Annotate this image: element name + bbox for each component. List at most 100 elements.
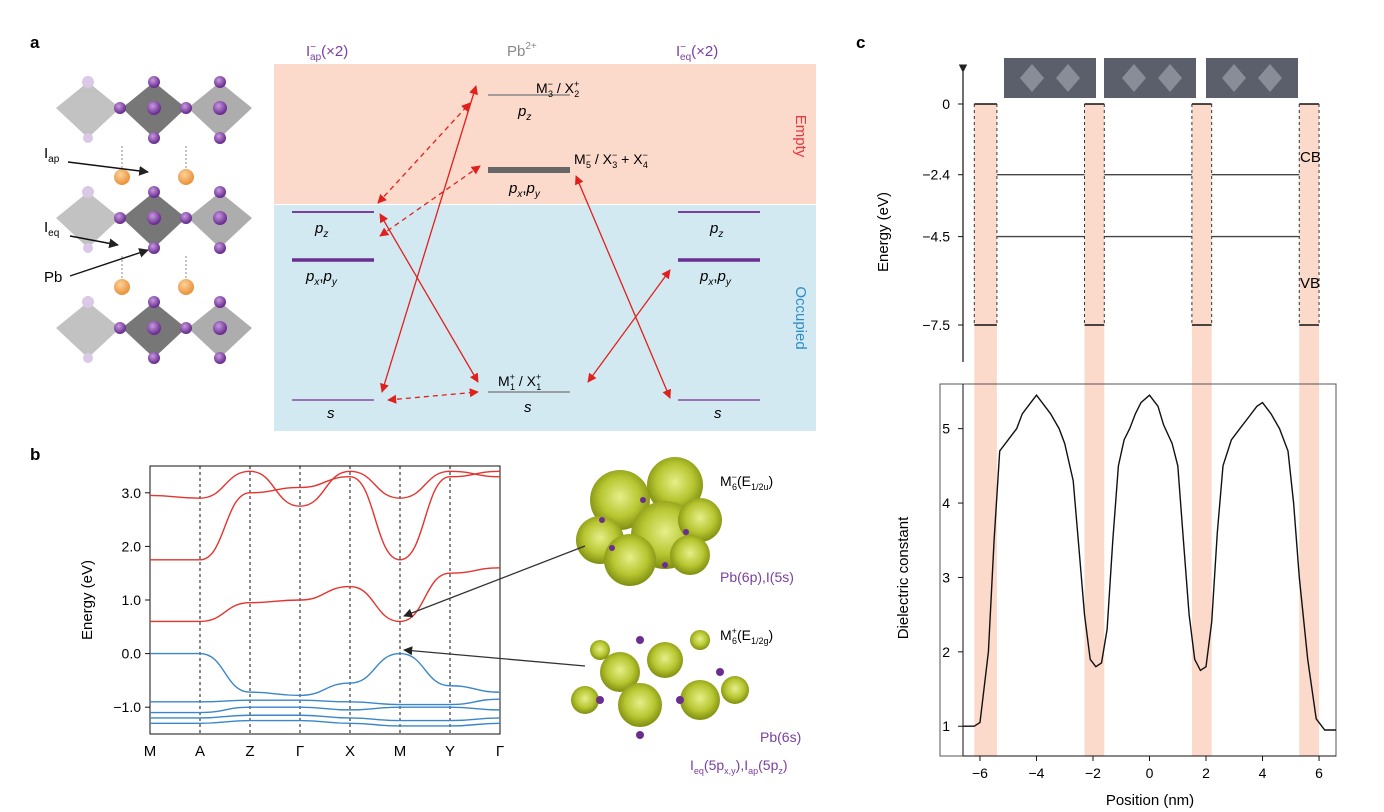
dielectric-plot-frame <box>939 383 1337 757</box>
dielectric-curve <box>963 394 1336 731</box>
band-ytick-label: 3.0 <box>122 485 142 501</box>
arrow-pb <box>69 248 149 277</box>
right-s-label: s <box>714 405 722 422</box>
band-ytick-label: −1.0 <box>113 699 141 715</box>
arrow-pz-bottom <box>379 213 479 383</box>
header-i-eq: I− eq(×2) <box>676 42 718 63</box>
energy-ytick-label: −2.4 <box>922 167 950 183</box>
cb-pointer-arrow <box>403 545 586 618</box>
dielectric-ylabel: Dielectric constant <box>895 516 912 639</box>
arrow-i-eq <box>69 235 119 249</box>
occupied-region <box>274 205 816 431</box>
center-levels: M− 3 / X+ 2 pz M− 5 / X− 3 + X− 4 px,py M+ 1 /… <box>488 79 648 416</box>
band-ytick-label: 1.0 <box>122 592 142 608</box>
kpoint-label: M <box>144 743 157 760</box>
band-structure-lines <box>149 470 501 727</box>
barrier-band <box>1084 104 1105 756</box>
valence-band-line <box>150 698 501 706</box>
vb-orbital-label-2: Ieq(5px,y),Iap(5pz) <box>690 757 788 776</box>
vb-state-label: M+ 6(E1/2g) <box>720 626 773 646</box>
empty-region <box>274 64 816 204</box>
dielectric-ytick-label: 1 <box>942 718 950 734</box>
dielectric-ytick-label: 2 <box>942 644 950 660</box>
left-s-label: s <box>327 405 335 422</box>
conduction-band-line <box>149 470 501 561</box>
dielectric-xtick-label: −6 <box>972 765 988 781</box>
band-plot-frame <box>149 465 501 735</box>
label-i-ap: Iap <box>44 145 60 165</box>
valence-band-line <box>150 719 501 727</box>
structure-labels: Iap Ieq Pb <box>44 145 149 286</box>
header-pb: Pb2+ <box>507 41 537 60</box>
cb-orbital-label: Pb(6p),I(5s) <box>720 569 794 585</box>
label-pb: Pb <box>44 269 62 286</box>
left-levels: pz px,py s <box>292 211 374 422</box>
kpoint-label: Y <box>445 743 455 760</box>
energy-ytick-label: −7.5 <box>922 317 950 333</box>
center-top-state: M− 3 / X+ 2 <box>536 79 579 99</box>
arrow-i-ap <box>67 161 149 176</box>
barrier-regions <box>974 104 1320 756</box>
energy-yticks: 0 −2.4 −4.5 −7.5 <box>922 96 963 333</box>
conduction-band-line <box>150 567 501 623</box>
dielectric-yticks: 1 2 3 4 5 <box>942 421 963 734</box>
left-pz-label: pz <box>314 220 328 240</box>
vb-pointer-arrow <box>403 646 586 667</box>
band-ylabel: Energy (eV) <box>79 560 96 640</box>
kpoint-label: Γ <box>296 743 304 760</box>
dielectric-xticks: −6 −4 −2 0 2 4 6 <box>972 756 1323 781</box>
panel-c-letter: c <box>856 33 865 52</box>
dielectric-xtick-label: 4 <box>1259 765 1267 781</box>
conduction-band-line <box>149 470 501 507</box>
label-i-eq: Ieq <box>44 219 59 239</box>
vb-orbital-label-1: Pb(6s) <box>760 729 801 745</box>
panel-a-letter: a <box>30 33 40 52</box>
occupied-label: Occupied <box>792 286 809 349</box>
dielectric-xtick-label: −2 <box>1085 765 1101 781</box>
band-yticks: 3.0 2.0 1.0 0.0 −1.0 <box>113 485 150 715</box>
barrier-band <box>1191 104 1212 756</box>
band-alignment-lines <box>973 103 1320 326</box>
arrow-s-s-dashed <box>387 388 479 404</box>
vb-label: VB <box>1300 275 1320 292</box>
energy-ytick-label: 0 <box>942 96 950 112</box>
dielectric-ytick-label: 3 <box>942 569 950 585</box>
cb-state-label: M− 6(E1/2u) <box>720 472 773 492</box>
kpoint-label: M <box>394 743 407 760</box>
kpoint-label: A <box>195 743 205 760</box>
center-mid-orbital: px,py <box>508 180 541 200</box>
center-bottom-orbital: s <box>524 399 532 416</box>
kpoint-label: Z <box>245 743 254 760</box>
right-pz-label: pz <box>709 220 723 240</box>
valence-band-line <box>150 652 501 697</box>
mo-arrows <box>377 85 671 404</box>
panel-b-letter: b <box>30 445 40 464</box>
valence-band-line <box>150 706 501 714</box>
layer-structure-image <box>1004 58 1298 98</box>
dielectric-xtick-label: −4 <box>1028 765 1044 781</box>
barrier-band <box>974 104 997 756</box>
valence-band-line <box>150 714 501 722</box>
band-ytick-label: 0.0 <box>122 646 142 662</box>
barrier-band <box>1299 104 1320 756</box>
band-kpoint-lines <box>199 466 451 734</box>
dielectric-xtick-label: 0 <box>1146 765 1154 781</box>
kpoint-label: Γ <box>496 743 504 760</box>
dielectric-ytick-label: 5 <box>942 421 950 437</box>
crystal-structure-illustration <box>56 76 252 364</box>
dielectric-xtick-label: 2 <box>1202 765 1210 781</box>
dielectric-xtick-label: 6 <box>1315 765 1323 781</box>
left-pxpy-label: px,py <box>305 268 338 288</box>
energy-ylabel: Energy (eV) <box>875 192 892 272</box>
empty-label: Empty <box>792 115 809 158</box>
energy-ytick-label: −4.5 <box>922 229 950 245</box>
band-ytick-label: 2.0 <box>122 538 142 554</box>
vb-orbital-density-image <box>571 630 749 739</box>
kpoint-label: X <box>345 743 355 760</box>
center-mid-state: M− 5 / X− 3 + X− 4 <box>574 150 648 170</box>
right-levels: pz px,py s <box>678 211 760 422</box>
cb-orbital-density-image <box>576 457 722 586</box>
center-top-orbital: pz <box>517 103 531 123</box>
center-bottom-state: M+ 1 / X+ 1 <box>498 372 541 392</box>
